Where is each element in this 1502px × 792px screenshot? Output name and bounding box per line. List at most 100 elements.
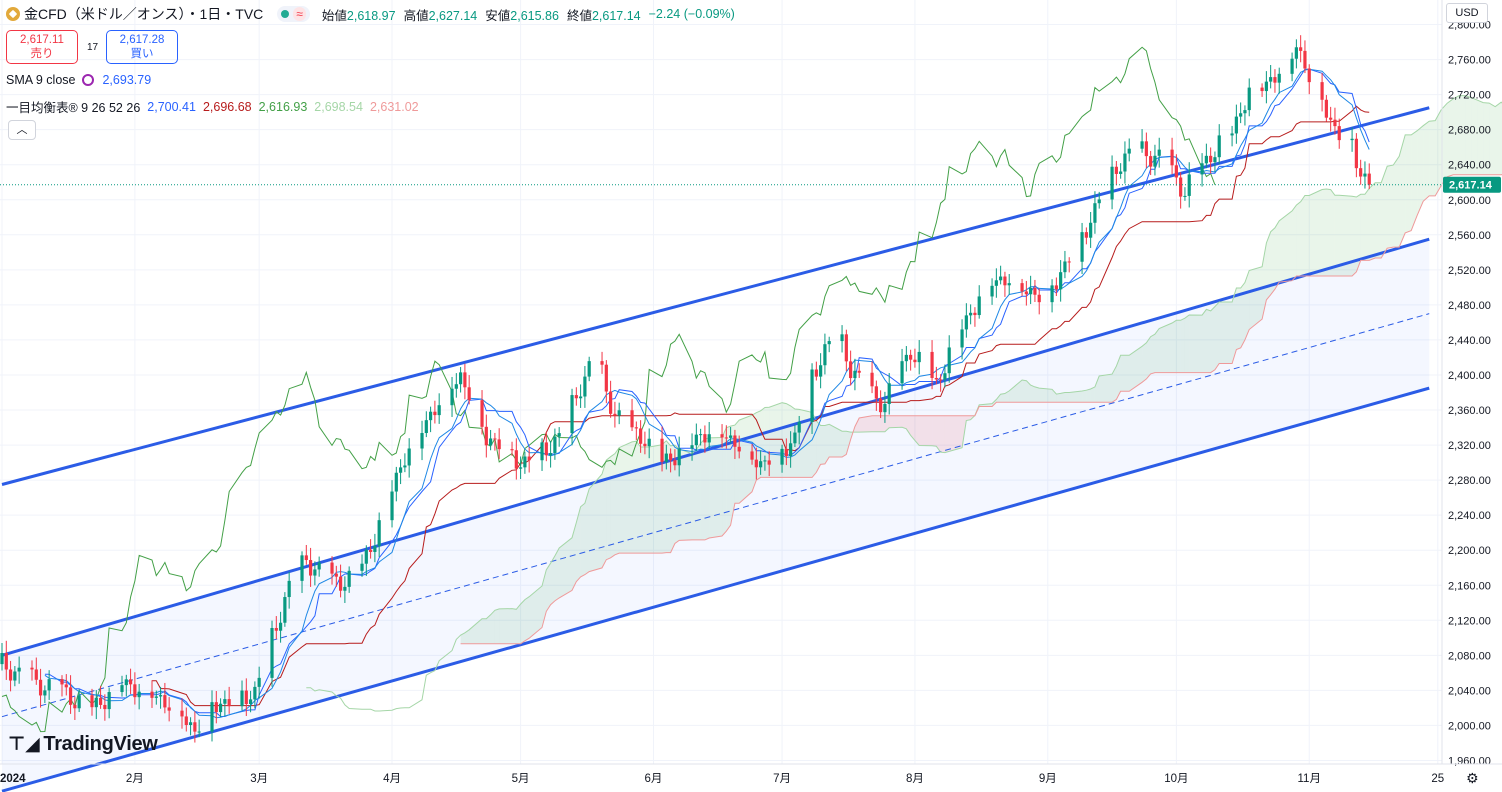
candle-body (308, 560, 313, 576)
candle-body (1290, 58, 1294, 74)
candle-body (47, 679, 51, 691)
candle (1007, 274, 1011, 295)
currency-selector[interactable]: USD (1446, 3, 1488, 23)
candle (1273, 69, 1277, 93)
price-tick-label: 2,600.00 (1448, 195, 1491, 207)
price-tick-label: 2,520.00 (1448, 265, 1491, 277)
candle-body (1054, 285, 1058, 290)
candle (999, 265, 1003, 285)
cloud-segment (559, 537, 573, 598)
candle-body (304, 555, 308, 561)
candle (784, 438, 788, 466)
cloud-segment (1489, 103, 1496, 175)
candle (1307, 64, 1311, 95)
candle-body (1329, 117, 1333, 120)
candle-body (1264, 81, 1268, 92)
ohlc-open: 始値2,618.97 (321, 8, 396, 23)
candle (1337, 118, 1341, 149)
candle-body (227, 699, 231, 707)
candle (103, 694, 107, 721)
candle (604, 360, 608, 404)
candle (1324, 95, 1328, 122)
candle (840, 325, 844, 353)
candle-body (964, 315, 968, 330)
candle-body (1157, 149, 1161, 156)
candle-body (34, 669, 38, 680)
price-tick-label: 2,200.00 (1448, 545, 1491, 557)
candle (1089, 212, 1093, 248)
cloud-segment (949, 415, 963, 452)
candle-body (154, 696, 158, 698)
candle (317, 556, 321, 577)
candle-body (283, 597, 287, 623)
candle-body (643, 443, 647, 447)
cloud-segment (1116, 355, 1121, 400)
cloud-segment (944, 415, 950, 453)
candle-body (128, 679, 133, 685)
cloud-segment (1214, 302, 1220, 370)
candle-body (930, 351, 934, 378)
cloud-segment (1069, 391, 1083, 403)
cloud-segment (1086, 388, 1091, 403)
refresh-icon[interactable] (82, 74, 95, 86)
buy-button[interactable]: 2,617.28 買い (106, 30, 178, 64)
cloud-segment (859, 415, 873, 433)
collapse-legend-button[interactable]: ︿ (8, 120, 36, 140)
candle (197, 719, 201, 738)
candle (900, 348, 904, 390)
cloud-segment (1326, 189, 1331, 277)
cloud-segment (709, 437, 723, 539)
cloud-segment (872, 415, 877, 432)
candle (1037, 288, 1041, 315)
cloud-segment (674, 445, 680, 544)
cloud-segment (1465, 95, 1472, 175)
market-status[interactable]: ≈ (277, 6, 310, 22)
tradingview-logo: ⊤◢ TradingView (8, 733, 158, 756)
candle (334, 565, 338, 587)
span-a-line (306, 95, 1502, 712)
candle-body (1037, 294, 1041, 303)
candle-body (1294, 47, 1298, 59)
cloud-segment (1453, 95, 1460, 175)
candle-body (793, 432, 797, 444)
candle (1320, 72, 1324, 112)
candle (583, 366, 587, 408)
candle (1020, 278, 1024, 297)
candle (1329, 106, 1333, 132)
candle-body (1127, 148, 1131, 154)
candle (720, 424, 724, 448)
gear-icon[interactable]: ⚙ (1466, 770, 1479, 786)
candle-body (613, 413, 617, 416)
candle (1174, 154, 1178, 186)
cloud-segment (1292, 205, 1297, 281)
candle-body (1119, 171, 1123, 174)
candle (154, 690, 158, 705)
candle-body (218, 703, 223, 713)
candle-body (1247, 87, 1251, 111)
candle-body (1333, 119, 1337, 127)
candle (137, 683, 141, 710)
candle (1119, 163, 1123, 179)
candle (124, 674, 128, 697)
candle-body (158, 695, 163, 697)
candle-body (1217, 135, 1221, 158)
cloud-segment (494, 608, 500, 644)
cloud-segment (760, 407, 765, 478)
candle (330, 556, 334, 585)
sell-button[interactable]: 2,617.11 売り (6, 30, 78, 64)
candle (0, 642, 4, 671)
candle (939, 374, 943, 392)
sma-legend[interactable]: SMA 9 close 2,693.79 (6, 73, 158, 87)
cloud-segment (829, 424, 843, 458)
candle-body (287, 580, 291, 598)
symbol-title[interactable]: 金CFD（米ドル／オンス）・1日・TVC (24, 6, 264, 22)
candle-body (1059, 272, 1063, 290)
cloud-segment (1026, 380, 1031, 403)
candle-body (553, 436, 557, 454)
candle-body (403, 465, 407, 468)
ichimoku-legend[interactable]: 一目均衡表® 9 26 52 26 2,700.41 2,696.68 2,61… (6, 97, 426, 116)
candle (4, 640, 8, 680)
candle (617, 402, 621, 425)
symbol-header: 金CFD（米ドル／オンス）・1日・TVC ≈ 始値2,618.97 高値2,62… (6, 4, 743, 24)
